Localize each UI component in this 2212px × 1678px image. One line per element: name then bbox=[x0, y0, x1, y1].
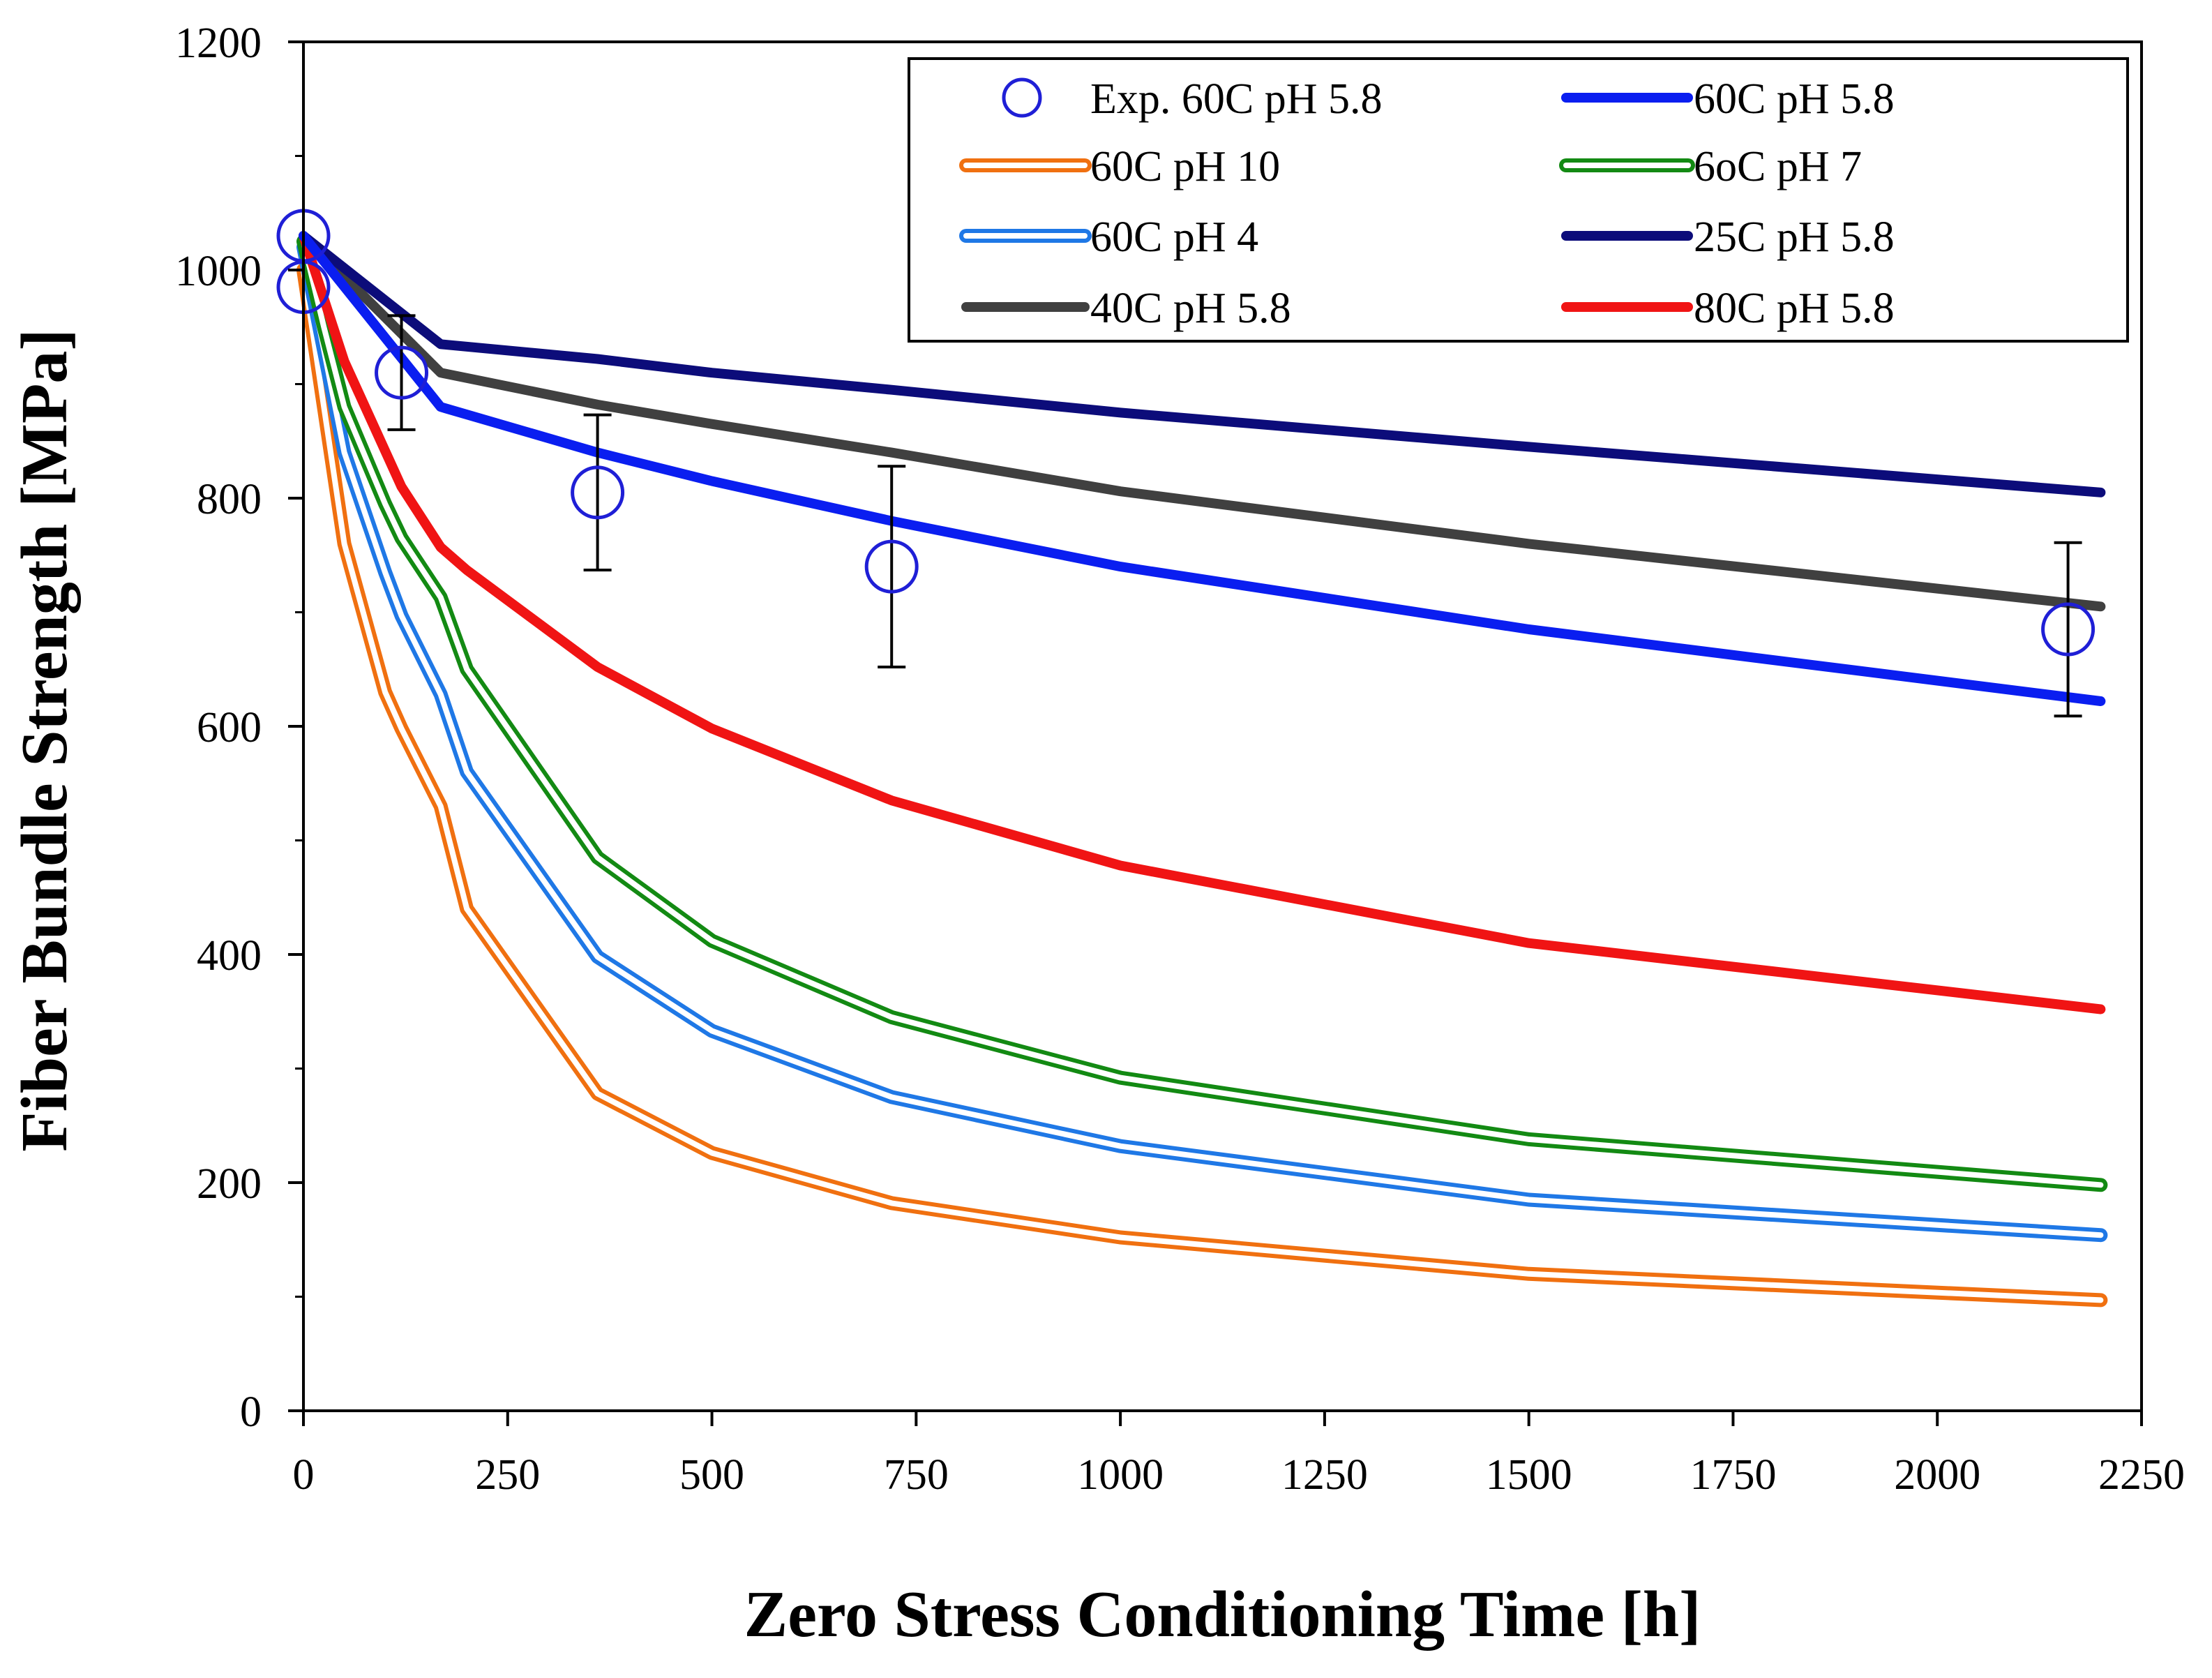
legend-item: 60C pH 10 bbox=[959, 143, 1280, 190]
exp-data-point bbox=[864, 465, 919, 668]
legend-item: 40C pH 5.8 bbox=[961, 285, 1291, 332]
exp-marker bbox=[375, 345, 429, 400]
legend-label: 60C pH 10 bbox=[1090, 143, 1280, 190]
experimental-layer bbox=[276, 209, 2096, 718]
legend-label: 60C pH 5.8 bbox=[1694, 75, 1895, 123]
legend-box bbox=[908, 57, 2129, 343]
x-tick-label: 1000 bbox=[1077, 1451, 1164, 1499]
x-tick-label: 750 bbox=[884, 1451, 949, 1499]
series-60c-ph-5.8 bbox=[299, 231, 2106, 706]
legend: Exp. 60C pH 5.8 60C pH 5.8 60C pH 10 6oC pH… bbox=[908, 57, 2129, 343]
y-tick-label: 0 bbox=[240, 1388, 262, 1436]
exp-marker bbox=[2041, 602, 2096, 657]
series-line-outer bbox=[296, 234, 2108, 1192]
x-tick-label: 500 bbox=[679, 1451, 744, 1499]
y-axis-title: Fiber Bundle Strength [MPa] bbox=[8, 329, 81, 1151]
series-line-inner bbox=[301, 267, 2104, 1303]
legend-label: 60C pH 4 bbox=[1090, 214, 1258, 261]
series-25c-ph-5.8 bbox=[299, 231, 2106, 497]
legend-item: Exp. 60C pH 5.8 bbox=[1002, 75, 1383, 123]
exp-data-point bbox=[375, 314, 429, 431]
series-line-inner bbox=[301, 239, 2104, 1188]
series-line bbox=[299, 231, 2106, 1014]
x-axis-title: Zero Stress Conditioning Time [h] bbox=[744, 1578, 1701, 1651]
y-tick-label: 600 bbox=[197, 704, 262, 751]
legend-item: 60C pH 4 bbox=[959, 214, 1258, 261]
x-tick-label: 1250 bbox=[1281, 1451, 1368, 1499]
series-60c-ph-4 bbox=[296, 240, 2108, 1243]
series-6oc-ph-7 bbox=[296, 234, 2108, 1192]
axis-ticks: 0 250 500 750 1000 1250 1500 1750 2000 2250 0 200 40… bbox=[175, 20, 2185, 1499]
series-line bbox=[299, 231, 2106, 706]
series-line-inner bbox=[301, 244, 2104, 1238]
series-80c-ph-5.8 bbox=[299, 231, 2106, 1014]
x-tick-label: 1750 bbox=[1690, 1451, 1776, 1499]
exp-marker bbox=[864, 539, 919, 594]
exp-data-point bbox=[2041, 541, 2096, 718]
legend-label: 40C pH 5.8 bbox=[1090, 285, 1291, 332]
legend-item: 60C pH 5.8 bbox=[1561, 75, 1895, 123]
y-tick-label: 200 bbox=[197, 1160, 262, 1208]
exp-data-point bbox=[571, 413, 625, 572]
y-tick-label: 400 bbox=[197, 932, 262, 980]
legend-label: 25C pH 5.8 bbox=[1694, 214, 1895, 261]
series-line bbox=[299, 231, 2106, 612]
series-line bbox=[299, 231, 2106, 497]
series-40c-ph-5.8 bbox=[299, 231, 2106, 612]
legend-item: 6oC pH 7 bbox=[1559, 143, 1862, 190]
x-tick-label: 2250 bbox=[2098, 1451, 2185, 1499]
y-tick-label: 800 bbox=[197, 476, 262, 523]
legend-label: Exp. 60C pH 5.8 bbox=[1090, 75, 1383, 123]
legend-label: 80C pH 5.8 bbox=[1694, 285, 1895, 332]
series-60c-ph-10 bbox=[296, 263, 2108, 1308]
y-tick-label: 1200 bbox=[175, 20, 262, 67]
x-tick-label: 250 bbox=[475, 1451, 540, 1499]
x-tick-label: 1500 bbox=[1486, 1451, 1572, 1499]
legend-item: 25C pH 5.8 bbox=[1561, 214, 1895, 261]
legend-item: 80C pH 5.8 bbox=[1561, 285, 1895, 332]
y-tick-label: 1000 bbox=[175, 248, 262, 295]
series-layer bbox=[296, 231, 2108, 1308]
legend-circle-marker bbox=[1002, 77, 1042, 118]
x-tick-label: 2000 bbox=[1894, 1451, 1980, 1499]
x-tick-label: 0 bbox=[293, 1451, 315, 1499]
series-line-outer bbox=[296, 263, 2108, 1308]
legend-label: 6oC pH 7 bbox=[1694, 143, 1862, 190]
exp-marker bbox=[571, 465, 625, 520]
